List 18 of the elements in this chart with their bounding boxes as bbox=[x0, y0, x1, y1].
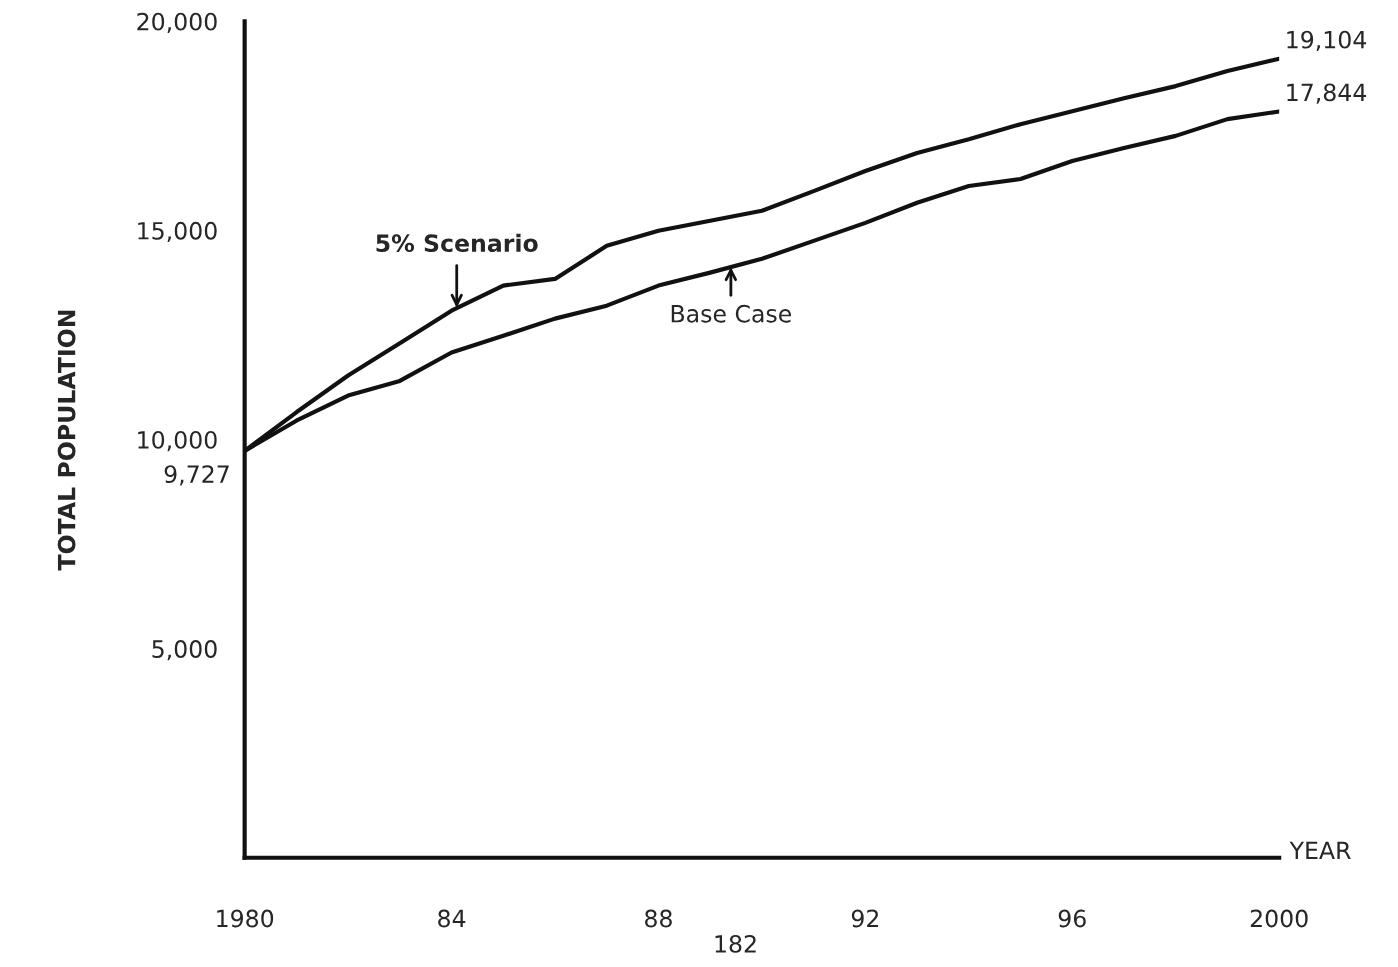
x-tick-label: 2000 bbox=[1250, 909, 1308, 928]
x-tick-label: 88 bbox=[645, 909, 672, 928]
x-tick-label: 84 bbox=[438, 909, 466, 928]
y-tick-label: 10,000 bbox=[138, 430, 217, 452]
y-tick-label: 15,000 bbox=[138, 221, 217, 243]
data-label: 17,844 bbox=[1287, 83, 1367, 104]
x-tick-label: 96 bbox=[1058, 909, 1086, 928]
x-axis-title: YEAR bbox=[1289, 841, 1351, 859]
y-tick-label: 20,000 bbox=[137, 12, 217, 33]
data-label: 19,104 bbox=[1287, 30, 1367, 52]
x-tick-label: 1980 bbox=[217, 909, 274, 928]
annotation: Base Case bbox=[671, 304, 792, 323]
data-label: 9,727 bbox=[164, 465, 229, 486]
text: 182 bbox=[715, 934, 756, 953]
annotation: 5% Scenario bbox=[376, 233, 538, 253]
x-tick-label: 92 bbox=[851, 909, 879, 928]
y-axis-title: TOTAL POPULATION bbox=[57, 310, 76, 571]
y-tick-label: 5,000 bbox=[152, 640, 217, 661]
